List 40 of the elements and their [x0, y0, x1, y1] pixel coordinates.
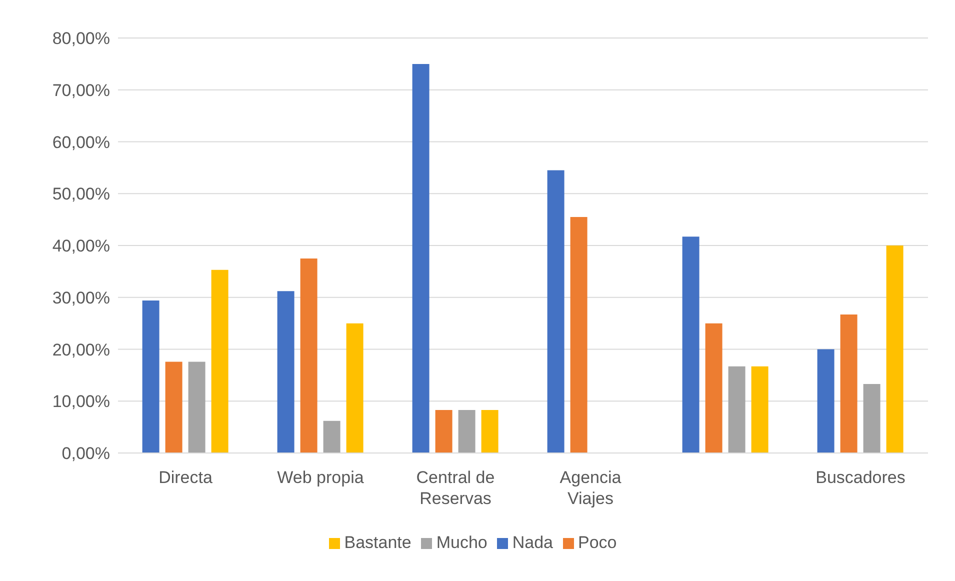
bar [458, 410, 476, 453]
bar [211, 270, 228, 453]
x-tick-label: Directa [158, 468, 213, 487]
bar [863, 384, 880, 453]
bar [481, 410, 498, 453]
bar [323, 420, 340, 453]
legend-label: Mucho [436, 533, 488, 552]
y-tick-label: 70,00% [52, 80, 110, 100]
y-tick-label: 30,00% [52, 288, 110, 308]
y-tick-label: 80,00% [52, 29, 110, 48]
bar [751, 366, 768, 453]
bar [817, 349, 834, 453]
bar [412, 64, 430, 453]
legend-label: Poco [578, 533, 617, 552]
y-tick-label: 60,00% [52, 132, 110, 152]
bar [165, 362, 182, 453]
y-tick-label: 0,00% [62, 444, 110, 464]
bar [728, 366, 746, 453]
x-tick-label: Central de Reservas [416, 468, 495, 508]
x-tick-label: Web propia [277, 468, 364, 487]
bar [840, 314, 858, 453]
y-tick-label: 10,00% [52, 392, 110, 412]
bar [300, 258, 318, 453]
y-tick-label: 40,00% [52, 236, 110, 256]
bar [886, 246, 904, 453]
legend-label: Nada [512, 533, 554, 552]
bar [346, 323, 364, 453]
bar [682, 236, 700, 453]
bar [142, 300, 160, 453]
bar [188, 362, 206, 453]
x-tick-label: Agencia Viajes [560, 468, 622, 508]
bar [705, 323, 722, 453]
legend-label: Bastante [344, 533, 412, 552]
bar [547, 170, 564, 453]
y-tick-label: 50,00% [52, 184, 110, 204]
x-tick-label: Buscadores [816, 468, 906, 487]
bar [570, 216, 588, 453]
bar [277, 291, 294, 453]
y-tick-label: 20,00% [52, 340, 110, 360]
bar [435, 410, 452, 453]
